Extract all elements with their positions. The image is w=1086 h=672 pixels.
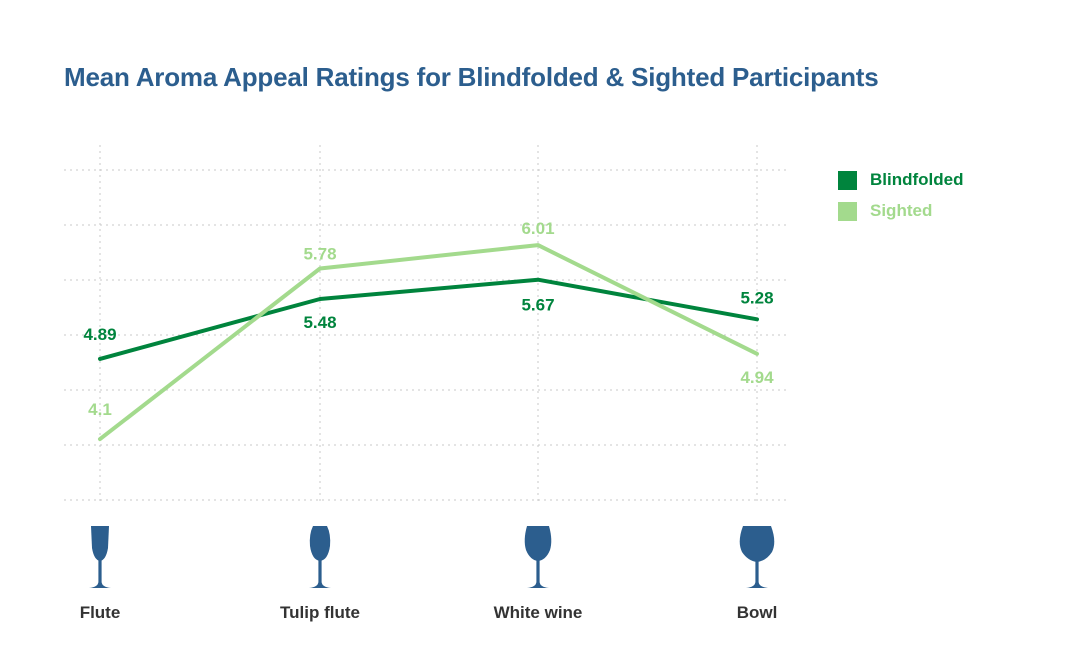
category-label-2: White wine [494,603,583,622]
legend-item-sighted: Sighted [838,201,963,221]
legend-item-blindfolded: Blindfolded [838,170,963,190]
data-label-blindfolded-2: 5.67 [521,296,554,315]
tulip-flute-glass-icon [309,526,331,588]
data-label-sighted-1: 5.78 [303,245,336,264]
bowl-glass-icon [739,526,775,588]
chart-title: Mean Aroma Appeal Ratings for Blindfolde… [64,62,879,92]
data-label-sighted-0: 4.1 [88,400,112,419]
flute-glass-icon [89,526,111,588]
glass-icons [89,526,775,588]
data-label-blindfolded-1: 5.48 [303,313,336,332]
category-label-0: Flute [80,603,121,622]
data-label-sighted-3: 4.94 [740,368,774,387]
white-wine-glass-icon [524,526,552,588]
category-label-3: Bowl [737,603,778,622]
series-line-blindfolded [98,277,759,361]
gridlines [64,145,790,505]
data-labels: 4.89 5.48 5.67 5.28 4.1 5.78 6.01 4.94 [83,219,774,419]
series-line-sighted [98,243,759,442]
category-labels: Flute Tulip flute White wine Bowl [80,603,778,622]
legend-swatch-blindfolded [838,170,857,190]
data-label-blindfolded-0: 4.89 [83,325,116,344]
data-label-sighted-2: 6.01 [521,219,554,238]
legend: Blindfolded Sighted [838,170,963,232]
legend-label-blindfolded: Blindfolded [870,170,964,189]
category-label-1: Tulip flute [280,603,360,622]
series-lines [98,243,759,442]
legend-label-sighted: Sighted [870,201,933,220]
data-label-blindfolded-3: 5.28 [740,288,773,307]
legend-swatch-sighted [838,201,857,221]
